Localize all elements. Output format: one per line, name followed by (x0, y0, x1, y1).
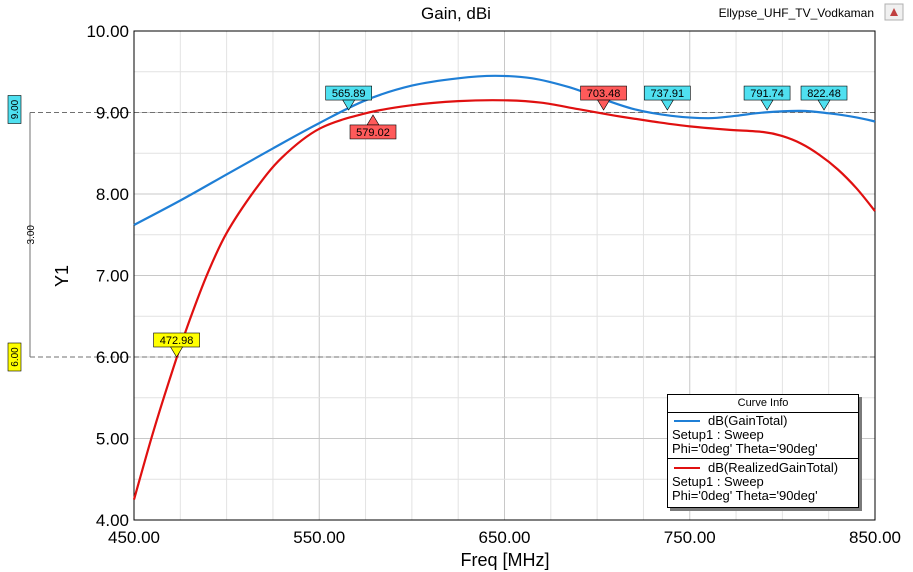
x-tick-label: 550.00 (293, 528, 345, 547)
marker-pointer (170, 346, 184, 358)
legend-series-name: dB(GainTotal) (708, 413, 788, 428)
series-line-realizedgain (132, 99, 876, 500)
legend-setup: Setup1 : Sweep (672, 427, 764, 442)
reference-label: 9.00 (10, 99, 21, 119)
marker-pointer (597, 99, 611, 111)
marker-pointer (817, 99, 831, 111)
chart-title: Gain, dBi (421, 4, 491, 23)
marker-box (349, 124, 397, 140)
marker-703-48: 703.48 (580, 85, 627, 111)
marker-label: 703.48 (587, 88, 621, 100)
marker-579-02: 579.02 (349, 114, 397, 140)
legend-series-name: dB(RealizedGainTotal) (708, 460, 839, 475)
y-tick-label: 6.00 (96, 348, 129, 367)
x-tick-label: 750.00 (664, 528, 716, 547)
legend-swatch-realizedgain (674, 467, 700, 469)
legend-entry-gaintotal[interactable]: dB(GainTotal) Setup1 : Sweep Phi='0deg' … (672, 414, 856, 456)
marker-label: 791.74 (750, 88, 784, 100)
legend-divider (668, 458, 858, 459)
reference-label: 6.00 (10, 347, 21, 367)
marker-737-91: 737.91 (644, 85, 691, 111)
marker-label: 822.48 (807, 88, 841, 100)
marker-pointer (366, 114, 380, 126)
legend-params: Phi='0deg' Theta='90deg' (672, 441, 818, 456)
project-name: Ellypse_UHF_TV_Vodkaman (719, 6, 874, 20)
legend-setup: Setup1 : Sweep (672, 474, 764, 489)
project-icon (884, 3, 904, 21)
x-axis-label: Freq [MHz] (460, 550, 549, 570)
marker-565-89: 565.89 (325, 85, 372, 111)
x-tick-label: 450.00 (108, 528, 160, 547)
legend-swatch-gaintotal (674, 420, 700, 422)
reference-label-box (7, 342, 22, 372)
y-tick-label: 5.00 (96, 430, 129, 449)
delta-label: 3.00 (26, 225, 37, 245)
legend-title: Curve Info (668, 395, 858, 413)
series-line-gaintotal (133, 74, 876, 226)
marker-472-98: 472.98 (153, 332, 200, 358)
marker-822-48: 822.48 (800, 85, 848, 111)
x-tick-label: 850.00 (849, 528, 901, 547)
plot-frame (133, 30, 876, 521)
legend-params: Phi='0deg' Theta='90deg' (672, 488, 818, 503)
marker-label: 737.91 (651, 88, 685, 100)
legend-entry-realizedgain[interactable]: dB(RealizedGainTotal) Setup1 : Sweep Phi… (672, 461, 856, 503)
y-tick-label: 9.00 (96, 104, 129, 123)
y-tick-label: 10.00 (86, 22, 129, 41)
y-axis-label: Y1 (52, 265, 72, 287)
reference-label-box (7, 95, 22, 124)
y-tick-label: 4.00 (96, 511, 129, 530)
y-tick-label: 8.00 (96, 185, 129, 204)
marker-label: 565.89 (332, 88, 366, 100)
x-tick-label: 650.00 (479, 528, 531, 547)
marker-pointer (660, 99, 674, 111)
marker-label: 579.02 (356, 127, 390, 139)
marker-pointer (760, 99, 774, 111)
marker-label: 472.98 (160, 335, 194, 347)
curve-info-legend[interactable]: Curve Info dB(GainTotal) Setup1 : Sweep … (667, 394, 859, 508)
marker-791-74: 791.74 (743, 85, 791, 111)
marker-pointer (342, 99, 356, 111)
y-tick-label: 7.00 (96, 267, 129, 286)
